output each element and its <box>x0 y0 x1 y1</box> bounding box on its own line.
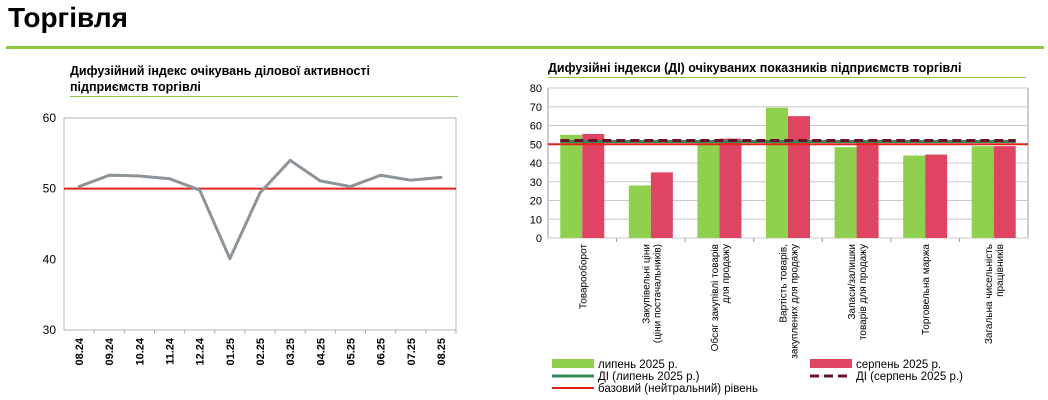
bar <box>650 172 673 238</box>
bar-y-tick-label: 10 <box>530 214 542 226</box>
line-point <box>168 177 172 181</box>
bar <box>993 146 1016 238</box>
legend-label-july: липень 2025 р. <box>598 359 678 371</box>
bar-y-tick-label: 30 <box>530 177 542 189</box>
legend-label-di-july: ДІ (липень 2025 р.) <box>598 371 700 383</box>
bar <box>971 146 994 238</box>
bar-category-label: Обсяг закупівлі товарів <box>709 244 721 351</box>
line-x-tick-label: 10.24 <box>134 337 146 365</box>
legend-swatch-august <box>810 359 852 368</box>
line-point <box>258 191 262 195</box>
bar <box>856 140 879 238</box>
legend-swatch-july <box>552 359 594 368</box>
bar-y-tick-label: 0 <box>536 233 542 245</box>
line-x-tick-label: 02.25 <box>255 338 267 366</box>
bar-y-tick-label: 50 <box>530 139 542 151</box>
line-point <box>348 185 352 189</box>
bar <box>788 116 810 238</box>
line-x-tick-label: 08.25 <box>436 338 448 366</box>
line-x-tick-label: 05.25 <box>345 338 357 366</box>
bar-category-label: для продажу <box>721 244 732 303</box>
bar <box>903 155 926 238</box>
line-point <box>228 257 232 261</box>
line-point <box>198 188 202 192</box>
line-point <box>409 178 413 182</box>
line-point <box>107 173 111 177</box>
bar-chart-title: Дифузійні індекси (ДІ) очікуваних показн… <box>548 61 962 75</box>
line-y-tick-label: 50 <box>43 182 57 196</box>
bar <box>628 185 651 238</box>
bar-category-label: Вартість товарів, <box>779 244 790 323</box>
bar-category-label: закуплених для продажу <box>790 244 801 359</box>
line-chart-title-rule <box>70 96 458 97</box>
line-chart-title-line-1: Дифузійний індекс очікувань ділової акти… <box>70 64 371 78</box>
line-x-tick-label: 07.25 <box>406 338 418 366</box>
legend-label-di-august: ДІ (серпень 2025 р.) <box>856 371 963 383</box>
legend-label-august: серпень 2025 р. <box>856 359 941 371</box>
bar-category-label: Торговельна маржа <box>921 244 932 335</box>
line-point <box>288 158 292 162</box>
page-title: Торгівля <box>8 2 128 33</box>
bar <box>560 134 583 238</box>
title-divider <box>6 46 1044 49</box>
bar-category-label: (ціни постачальників) <box>652 244 663 343</box>
line-chart-title-line-2: підприємств торгівлі <box>70 80 201 94</box>
legend-label-reference: базовий (нейтральний) рівень <box>598 383 758 395</box>
bar <box>582 133 605 238</box>
line-x-tick-label: 01.25 <box>225 338 237 366</box>
line-x-tick-label: 12.24 <box>195 337 207 365</box>
line-y-tick-label: 60 <box>43 111 57 125</box>
bar-y-tick-label: 60 <box>530 121 542 133</box>
line-point <box>137 174 141 178</box>
line-x-tick-label: 09.24 <box>104 337 116 365</box>
bar-category-label: Закупівельні ціни <box>641 244 652 324</box>
line-point <box>77 185 81 189</box>
bar-category-label: Товарооборот <box>577 244 589 310</box>
bar <box>925 154 948 238</box>
line-point <box>439 175 443 179</box>
line-plot-area <box>63 117 457 331</box>
bar-y-tick-label: 80 <box>530 83 542 95</box>
bar <box>719 138 742 238</box>
bar-y-tick-label: 20 <box>530 196 542 208</box>
line-x-tick-label: 06.25 <box>376 338 388 366</box>
bar-y-tick-label: 40 <box>530 158 542 170</box>
bar <box>766 107 788 238</box>
line-x-tick-label: 03.25 <box>285 338 297 366</box>
line-x-tick-label: 04.25 <box>315 338 327 366</box>
bar-y-tick-label: 70 <box>530 102 542 114</box>
line-point <box>318 179 322 183</box>
bar <box>697 140 720 238</box>
bar-category-label: товарів для продажу <box>858 244 869 340</box>
line-y-tick-label: 30 <box>43 323 57 337</box>
line-x-tick-label: 08.24 <box>74 337 86 365</box>
line-chart-title: Дифузійний індекс очікувань ділової акти… <box>70 63 370 95</box>
bar <box>834 147 857 238</box>
line-x-tick-label: 11.24 <box>165 337 177 365</box>
bar-category-label: працівників <box>995 244 1006 297</box>
bar-category-label: Запаси/залишки <box>847 244 858 320</box>
bar-category-label: Загальна чисельність <box>984 244 995 344</box>
line-point <box>379 173 383 177</box>
bar-chart-title-rule <box>548 77 1026 78</box>
line-y-tick-label: 40 <box>43 252 57 266</box>
